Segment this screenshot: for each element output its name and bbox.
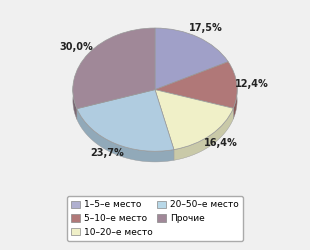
Text: 16,4%: 16,4% [204,138,238,148]
Polygon shape [73,86,77,119]
Wedge shape [77,90,174,151]
Polygon shape [174,108,233,160]
Wedge shape [155,90,233,150]
Wedge shape [73,28,155,109]
Wedge shape [155,28,228,90]
Text: 12,4%: 12,4% [235,79,268,89]
Legend: 1–5–е место, 5–10–е место, 10–20–е место, 20–50–е место, Прочие: 1–5–е место, 5–10–е место, 10–20–е место… [67,196,243,241]
Polygon shape [233,86,237,119]
Wedge shape [155,62,237,108]
Text: 23,7%: 23,7% [91,148,124,158]
Polygon shape [77,109,174,162]
Text: 30,0%: 30,0% [60,42,93,52]
Text: 17,5%: 17,5% [189,23,223,33]
